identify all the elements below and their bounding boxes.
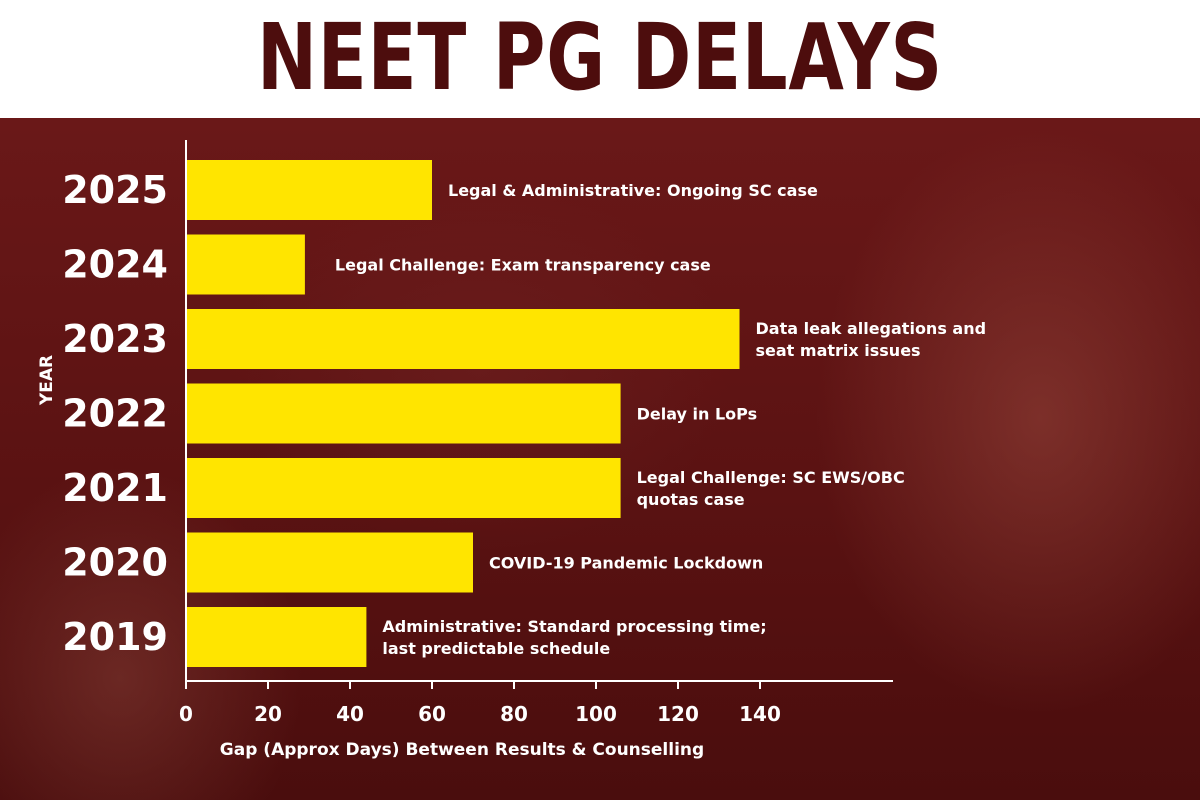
x-tick-label-60: 60 <box>418 702 446 726</box>
bar-2022 <box>186 383 621 444</box>
bar-2020 <box>186 532 473 593</box>
bar-2019 <box>186 607 367 667</box>
category-labels: 2025 2024 2023 2022 2021 2020 2019 <box>62 168 168 659</box>
bar-2025 <box>186 160 432 220</box>
annotation-2019-line-2: last predictable schedule <box>382 639 610 658</box>
header-banner: NEET PG DELAYS <box>0 0 1200 118</box>
annotation-2022: Delay in LoPs <box>637 405 758 424</box>
x-tick-label-0: 0 <box>179 702 193 726</box>
bar-2024 <box>186 234 305 295</box>
annotation-2021-line-2: quotas case <box>637 490 745 509</box>
page-title: NEET PG DELAYS <box>256 4 944 111</box>
category-label-2022: 2022 <box>62 392 168 436</box>
category-label-2023: 2023 <box>62 317 168 361</box>
annotation-2020: COVID-19 Pandemic Lockdown <box>489 554 763 573</box>
annotation-2023-line-2: seat matrix issues <box>756 341 921 360</box>
x-axis-title: Gap (Approx Days) Between Results & Coun… <box>220 740 704 760</box>
x-tick-label-120: 120 <box>657 702 699 726</box>
annotation-2024: Legal Challenge: Exam transparency case <box>335 256 711 275</box>
category-label-2021: 2021 <box>62 466 168 510</box>
category-label-2025: 2025 <box>62 168 168 212</box>
category-label-2019: 2019 <box>62 615 168 659</box>
bar-chart: Legal & Administrative: Ongoing SC case L… <box>37 140 986 760</box>
category-label-2024: 2024 <box>62 243 168 287</box>
x-tick-label-100: 100 <box>575 702 617 726</box>
axes <box>185 140 893 682</box>
bars-layer <box>186 160 740 667</box>
y-axis-title: YEAR <box>37 355 57 406</box>
annotations-layer: Legal & Administrative: Ongoing SC case L… <box>335 181 986 658</box>
annotation-2019-line-1: Administrative: Standard processing time… <box>382 617 766 636</box>
chart-area: Legal & Administrative: Ongoing SC case L… <box>0 118 1200 800</box>
x-axis-ticks: 0 20 40 60 80 100 120 140 <box>179 681 781 726</box>
bar-2021 <box>186 458 621 518</box>
x-tick-label-80: 80 <box>500 702 528 726</box>
x-tick-label-20: 20 <box>254 702 282 726</box>
bar-2023 <box>186 309 740 369</box>
x-tick-label-40: 40 <box>336 702 364 726</box>
category-label-2020: 2020 <box>62 541 168 585</box>
annotation-2025: Legal & Administrative: Ongoing SC case <box>448 181 818 200</box>
annotation-2023-line-1: Data leak allegations and <box>756 319 987 338</box>
x-tick-label-140: 140 <box>739 702 781 726</box>
annotation-2021-line-1: Legal Challenge: SC EWS/OBC <box>637 468 905 487</box>
